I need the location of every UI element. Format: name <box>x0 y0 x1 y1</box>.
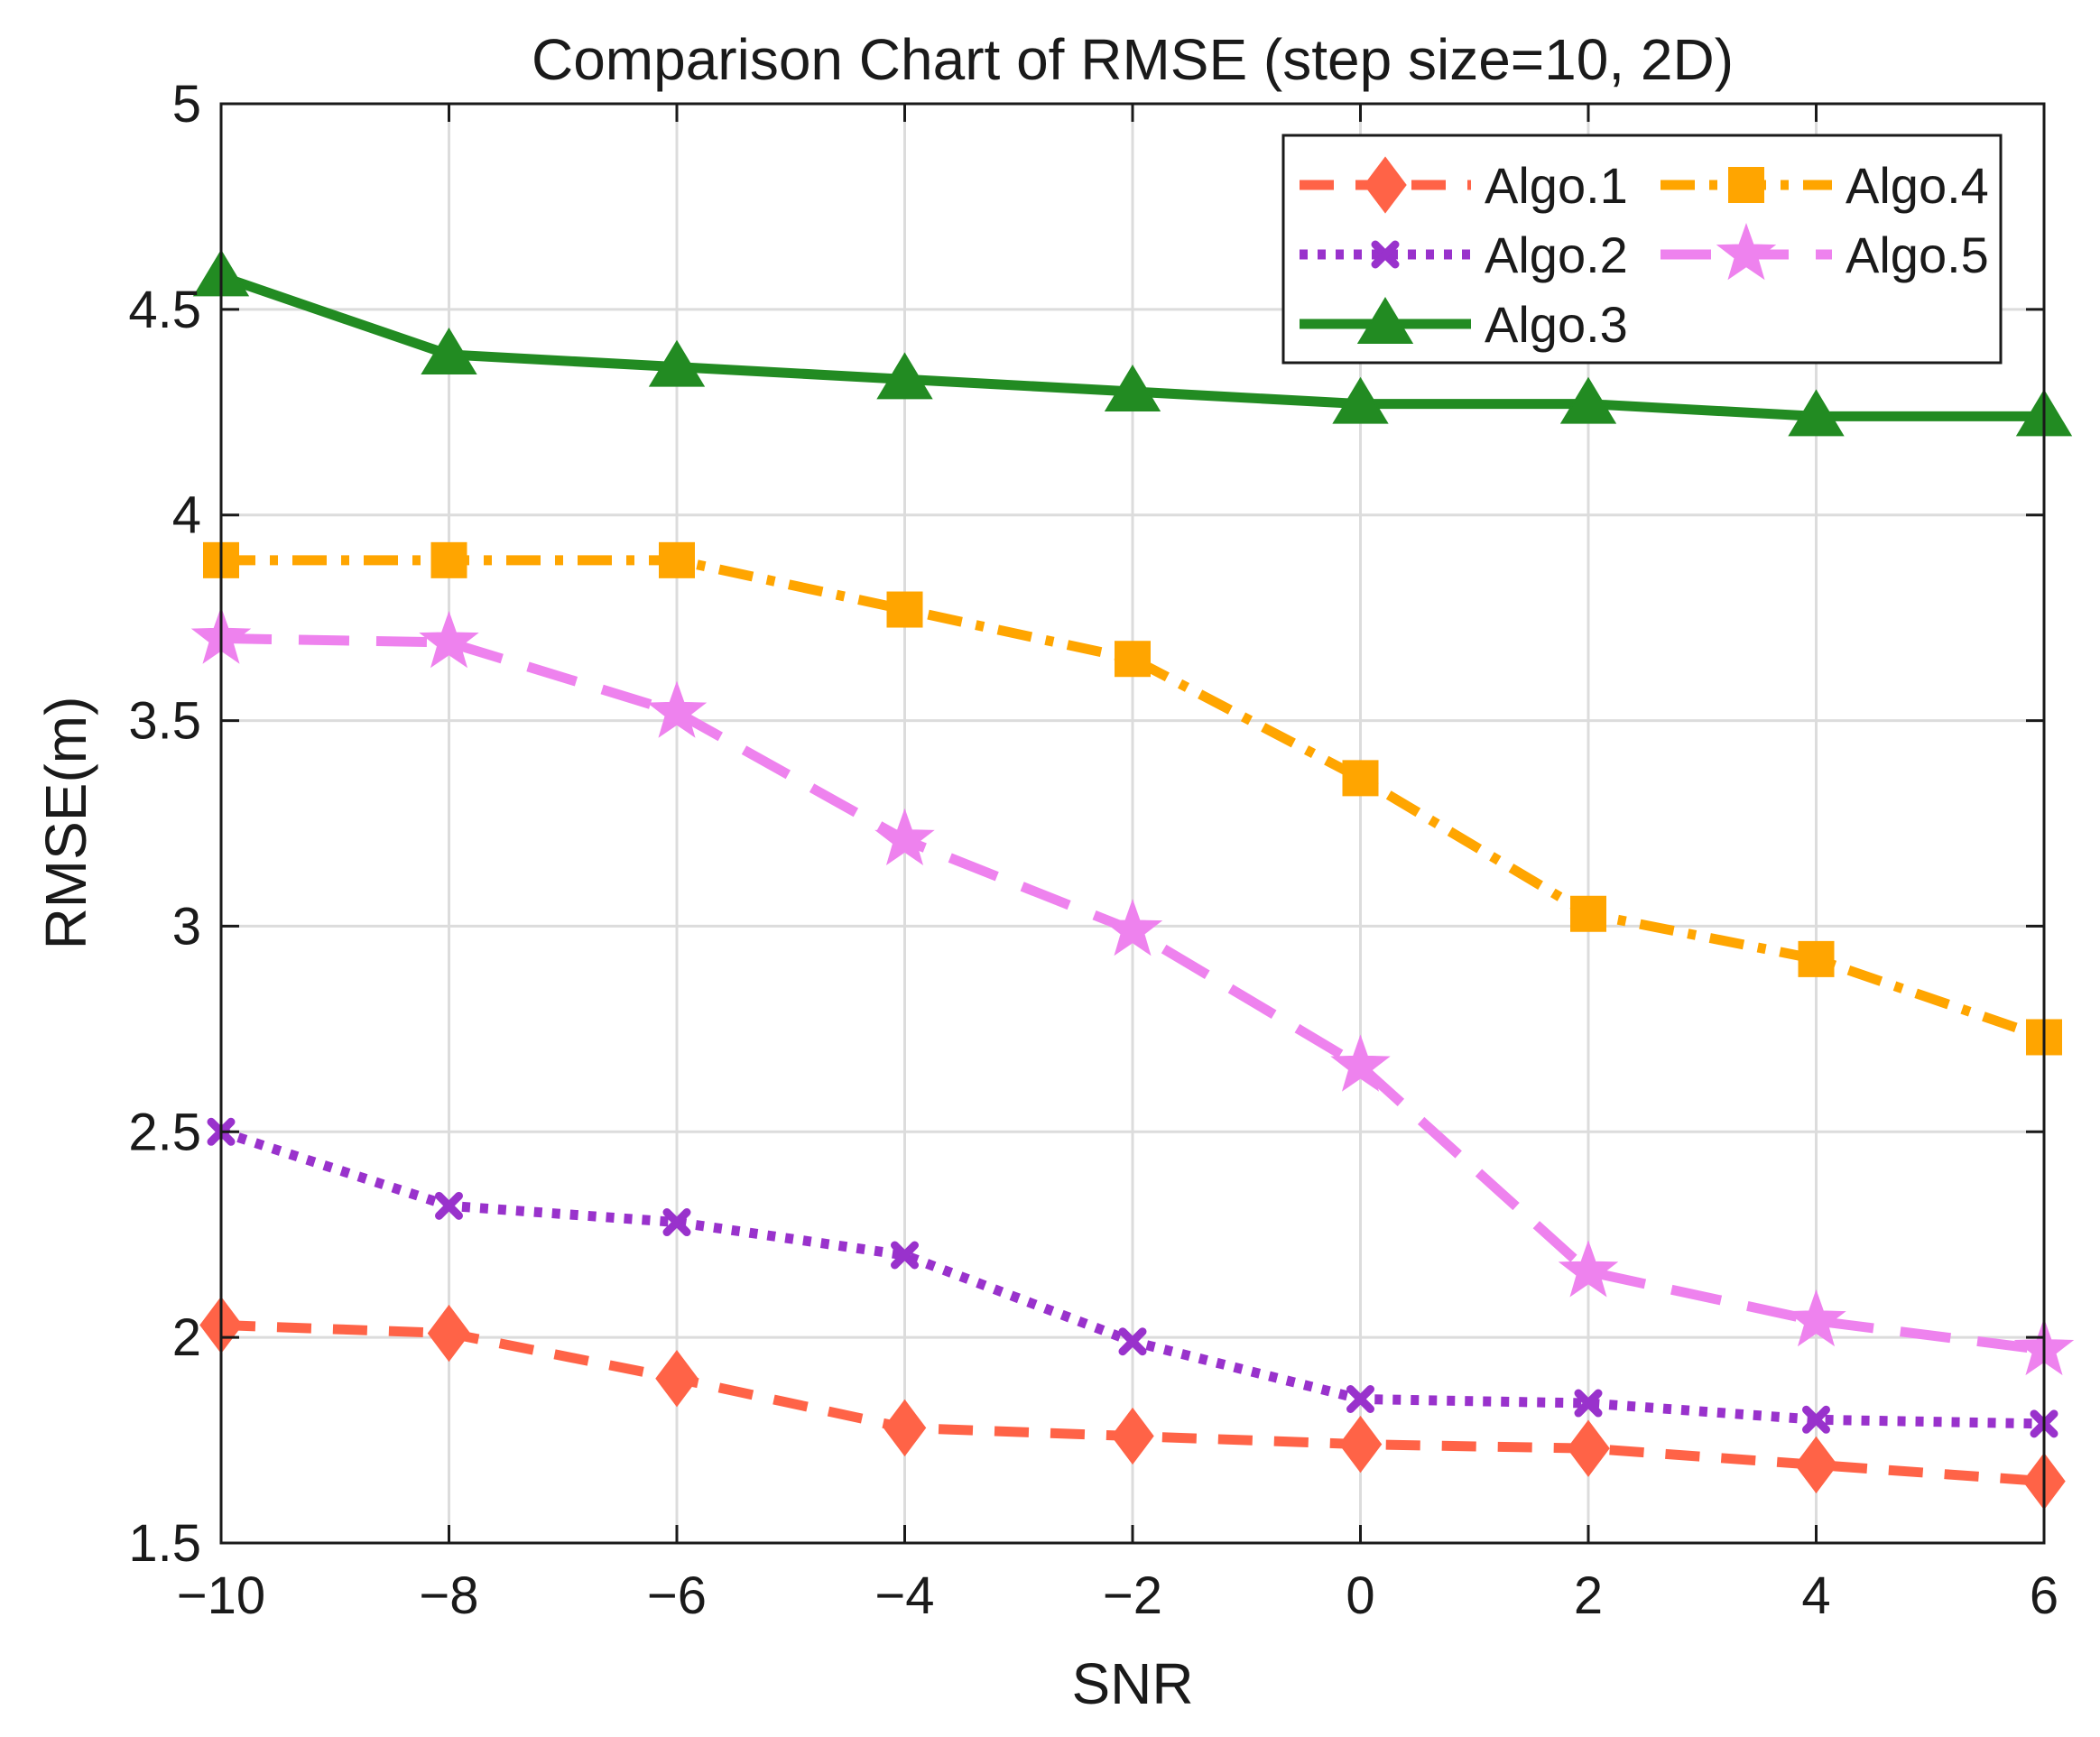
x-tick-label: 0 <box>1346 1566 1374 1625</box>
legend-label: Algo.5 <box>1846 226 1989 283</box>
data-point <box>1559 376 1617 424</box>
data-point <box>1570 895 1606 932</box>
data-point <box>659 541 695 578</box>
x-axis-title: SNR <box>1071 1651 1193 1716</box>
data-point <box>1567 1419 1610 1477</box>
legend-label: Algo.1 <box>1485 157 1628 214</box>
x-tick-label: −4 <box>874 1566 934 1625</box>
data-point-stroke-b <box>435 1191 463 1220</box>
data-point <box>1118 1327 1147 1356</box>
data-point <box>874 808 935 866</box>
tick-layer: −10 −8 −6 −4 −2 0 2 4 6 1.5 2 2.5 3 3.5 4 4.5 5 <box>128 75 2058 1625</box>
data-point <box>427 1304 471 1363</box>
data-point <box>883 1399 927 1457</box>
legend-label: Algo.2 <box>1485 226 1628 283</box>
data-point <box>1111 1407 1154 1465</box>
legend-marker <box>1364 156 1407 214</box>
x-tick-label: −10 <box>177 1566 265 1625</box>
legend-entry-algo3: Algo.3 <box>1300 296 1628 353</box>
data-point <box>1802 1405 1830 1434</box>
data-point <box>1330 1034 1391 1092</box>
y-axis-title: RMSE(m) <box>33 697 98 950</box>
x-tick-label: −8 <box>419 1566 478 1625</box>
data-point <box>1332 376 1389 424</box>
data-point-stroke-b <box>1802 1405 1830 1434</box>
legend-entry-algo4: Algo.4 <box>1661 157 1989 214</box>
series-algo3 <box>192 249 2073 437</box>
data-point <box>1786 1289 1846 1347</box>
data-point-stroke-b <box>662 1208 691 1237</box>
legend-marker <box>1371 240 1400 269</box>
x-tick-label: −2 <box>1103 1566 1162 1625</box>
y-tick-label: 3.5 <box>128 692 201 751</box>
data-point <box>1338 1415 1383 1474</box>
data-point <box>1346 1385 1374 1413</box>
data-point-stroke-b <box>1118 1327 1147 1356</box>
legend-marker <box>1728 167 1764 203</box>
data-point <box>646 680 708 738</box>
y-tick-label: 4 <box>172 486 201 545</box>
data-point <box>430 541 467 578</box>
data-point <box>1342 760 1379 797</box>
data-point <box>1115 641 1151 678</box>
data-point <box>1794 1436 1838 1494</box>
data-point <box>1102 898 1163 956</box>
x-tick-label: −6 <box>647 1566 707 1625</box>
data-point <box>1104 365 1161 411</box>
y-tick-label: 2 <box>172 1308 201 1367</box>
data-point <box>419 610 479 669</box>
series-layer <box>190 249 2075 1511</box>
legend-marker <box>1716 222 1777 281</box>
data-point <box>891 1241 919 1270</box>
y-tick-label: 5 <box>172 75 201 134</box>
series-line <box>221 555 2046 1042</box>
data-point-stroke-b <box>1574 1389 1603 1418</box>
series-algo1 <box>199 1296 2066 1511</box>
data-point <box>1574 1389 1603 1418</box>
y-tick-label: 2.5 <box>128 1103 201 1161</box>
legend-entry-algo2: Algo.2 <box>1300 226 1628 283</box>
legend-entry-algo5: Algo.5 <box>1661 222 1989 283</box>
data-point <box>1558 1240 1619 1298</box>
legend-entry-algo1: Algo.1 <box>1300 156 1628 214</box>
x-tick-label: 2 <box>1574 1566 1603 1625</box>
data-point <box>886 591 923 628</box>
y-tick-label: 3 <box>172 897 201 956</box>
data-point-stroke-b <box>1346 1385 1374 1413</box>
x-tick-label: 6 <box>2030 1566 2058 1625</box>
data-point <box>662 1208 691 1237</box>
y-tick-label: 4.5 <box>128 281 201 339</box>
data-point <box>1798 940 1835 977</box>
legend-label: Algo.4 <box>1846 157 1989 214</box>
data-point-stroke-b <box>891 1241 919 1270</box>
data-point <box>1788 389 1845 437</box>
chart-title: Comparison Chart of RMSE (step size=10, … <box>532 27 1734 92</box>
data-point <box>435 1191 463 1220</box>
legend: Algo.1 Algo.2 Algo.3 Algo.4 Algo.5 <box>1281 134 2003 365</box>
legend-marker <box>1356 297 1414 344</box>
data-point <box>648 339 706 387</box>
data-point <box>655 1350 698 1408</box>
data-point <box>421 328 477 374</box>
y-tick-label: 1.5 <box>128 1514 201 1573</box>
legend-label: Algo.3 <box>1485 296 1628 353</box>
legend-marker-stroke-b <box>1371 240 1400 269</box>
x-tick-label: 4 <box>1801 1566 1830 1625</box>
data-point <box>876 352 933 400</box>
